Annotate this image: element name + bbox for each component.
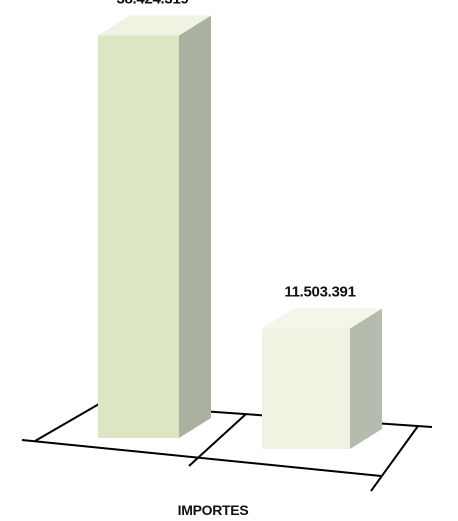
bar-2-top bbox=[262, 308, 382, 329]
bar-2-side bbox=[350, 308, 382, 449]
floor-left-edge bbox=[34, 403, 100, 442]
floor-divider bbox=[188, 413, 247, 467]
x-axis-title: IMPORTES bbox=[178, 502, 249, 518]
floor-right-edge bbox=[370, 425, 419, 492]
floor-front-edge bbox=[21, 439, 382, 477]
bar-1-top bbox=[98, 15, 211, 36]
bar-2 bbox=[262, 308, 382, 449]
bars bbox=[98, 15, 382, 449]
bar-2-front bbox=[262, 328, 350, 449]
bar-1-front bbox=[98, 35, 179, 439]
bar-1 bbox=[98, 15, 211, 439]
data-labels: 38.424.319 11.503.391 bbox=[116, 0, 355, 301]
data-label-2: 11.503.391 bbox=[284, 284, 355, 301]
bar-1-side bbox=[179, 15, 211, 439]
data-label-1: 38.424.319 bbox=[116, 0, 188, 8]
